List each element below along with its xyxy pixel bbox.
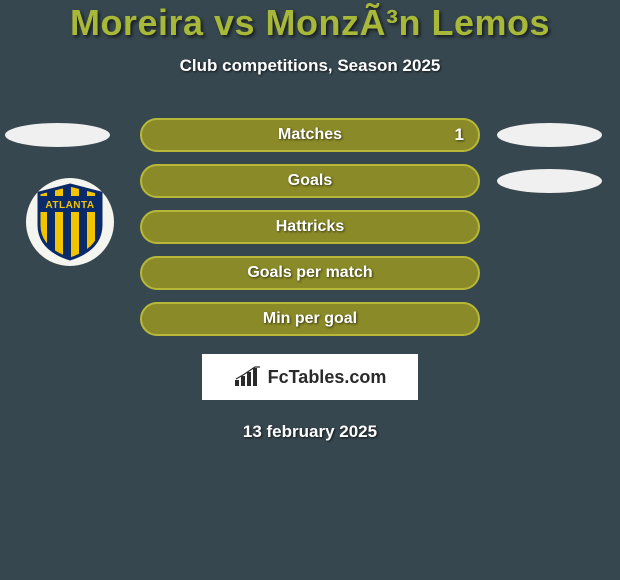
stat-row: Min per goal (0, 302, 620, 336)
brand-text: FcTables.com (268, 367, 387, 388)
stat-bar: Hattricks (140, 210, 480, 244)
right-value-pill (497, 169, 602, 193)
stat-row: Matches 1 (0, 118, 620, 152)
stat-label: Goals per match (247, 264, 372, 282)
team-badge-circle: ATLANTA (26, 178, 114, 266)
comparison-card: Moreira vs MonzÃ³n Lemos Club competitio… (0, 0, 620, 442)
stat-label: Goals (288, 172, 332, 190)
team-badge-left: ATLANTA (26, 178, 116, 268)
stat-value-right: 1 (455, 125, 464, 145)
team-shield-icon: ATLANTA (35, 183, 105, 261)
stat-label: Hattricks (276, 218, 344, 236)
date-label: 13 february 2025 (0, 422, 620, 442)
brand-box[interactable]: FcTables.com (202, 354, 418, 400)
stat-label: Min per goal (263, 310, 357, 328)
subtitle: Club competitions, Season 2025 (0, 56, 620, 76)
badge-team-name: ATLANTA (45, 200, 94, 211)
page-title: Moreira vs MonzÃ³n Lemos (0, 2, 620, 44)
stat-bar: Matches 1 (140, 118, 480, 152)
left-value-pill (5, 123, 110, 147)
stat-bar: Goals (140, 164, 480, 198)
bar-chart-icon (234, 366, 262, 388)
stat-label: Matches (278, 126, 342, 144)
right-value-pill (497, 123, 602, 147)
stat-bar: Min per goal (140, 302, 480, 336)
stat-bar: Goals per match (140, 256, 480, 290)
